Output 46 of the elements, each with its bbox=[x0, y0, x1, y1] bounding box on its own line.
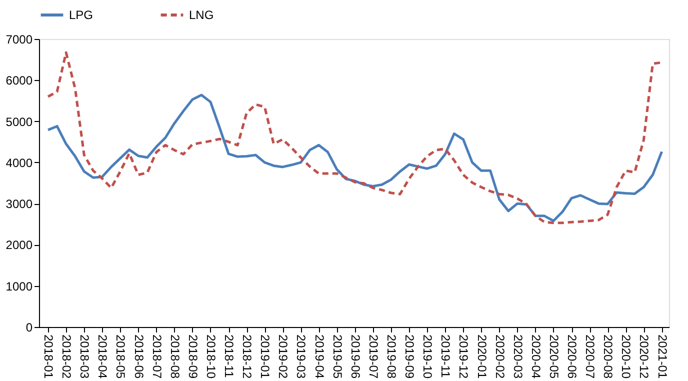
x-tick-label: 2018-03 bbox=[78, 334, 92, 379]
x-tick-label: 2020-12 bbox=[637, 334, 652, 379]
x-tick-label: 2018-07 bbox=[150, 334, 164, 379]
x-tick-label: 2018-08 bbox=[168, 334, 182, 379]
x-tick-label: 2018-12 bbox=[240, 334, 254, 379]
x-tick-label: 2019-12 bbox=[456, 334, 471, 379]
x-tick-label: 2019-02 bbox=[276, 334, 290, 379]
legend-label: LNG bbox=[189, 8, 214, 22]
y-tick-label: 6000 bbox=[6, 74, 33, 88]
x-tick-label: 2019-07 bbox=[366, 334, 380, 379]
line-series bbox=[46, 94, 664, 222]
x-tick-label: 2020-06 bbox=[565, 334, 580, 379]
x-tick-label: 2020-07 bbox=[583, 334, 598, 379]
x-tick-label: 2018-11 bbox=[222, 334, 236, 378]
y-tick-label: 0 bbox=[26, 320, 33, 334]
x-tick-label: 2018-04 bbox=[96, 334, 110, 379]
x-tick-label: 2020-04 bbox=[528, 334, 543, 379]
y-tick-label: 7000 bbox=[6, 32, 33, 46]
x-tick-label: 2019-01 bbox=[258, 334, 272, 379]
x-tick-label: 2020-05 bbox=[546, 334, 561, 379]
y-tick-label: 2000 bbox=[6, 238, 33, 252]
x-tick-label: 2018-01 bbox=[42, 334, 56, 379]
x-tick-label: 2019-09 bbox=[402, 334, 417, 379]
legend-label: LPG bbox=[69, 8, 94, 22]
x-tick-label: 2020-03 bbox=[510, 334, 525, 379]
x-tick-label: 2019-08 bbox=[384, 334, 399, 379]
y-tick-label: 1000 bbox=[6, 279, 33, 294]
x-tick-label: 2018-05 bbox=[114, 334, 128, 379]
x-tick-label: 2019-06 bbox=[348, 334, 362, 379]
x-tick-label: 2019-04 bbox=[312, 334, 326, 379]
x-tick-label: 2018-02 bbox=[60, 334, 74, 379]
x-tick-label: 2021-01 bbox=[655, 334, 670, 379]
x-tick-label: 2020-02 bbox=[492, 334, 507, 379]
x-tick-label: 2018-09 bbox=[186, 334, 200, 379]
x-tick-label: 2019-03 bbox=[294, 334, 308, 379]
y-tick-label: 5000 bbox=[6, 114, 33, 129]
x-tick-label: 2019-10 bbox=[420, 334, 435, 379]
x-tick-label: 2018-06 bbox=[132, 334, 146, 379]
y-tick-label: 4000 bbox=[6, 156, 33, 170]
x-tick-label: 2019-11 bbox=[438, 334, 453, 378]
x-tick-label: 2020-08 bbox=[601, 334, 616, 379]
x-tick-label: 2020-10 bbox=[619, 334, 634, 379]
y-tick-label: 3000 bbox=[6, 197, 33, 212]
x-tick-label: 2018-10 bbox=[204, 334, 218, 379]
x-tick-label: 2019-05 bbox=[330, 334, 344, 379]
x-tick-label: 2020-01 bbox=[474, 334, 489, 379]
